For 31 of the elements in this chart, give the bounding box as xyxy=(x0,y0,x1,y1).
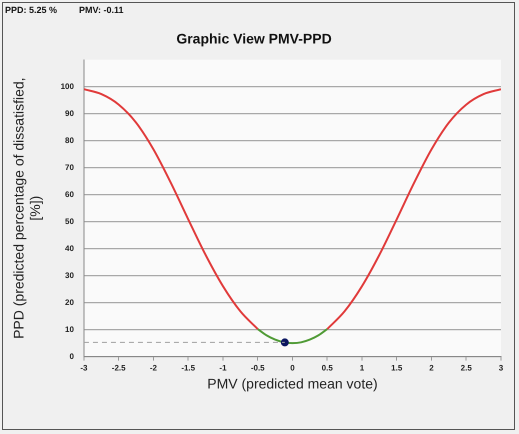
y-tick-label: 90 xyxy=(65,108,74,118)
x-tick-label: -2.5 xyxy=(112,364,126,373)
y-tick-label: 40 xyxy=(65,244,74,253)
y-tick-label: 0 xyxy=(69,352,74,361)
y-tick-label: 20 xyxy=(65,298,74,307)
x-tick-label: 1.5 xyxy=(391,364,403,373)
x-tick-label: 2.5 xyxy=(460,364,472,373)
x-axis-title: PMV (predicted mean vote) xyxy=(207,375,378,392)
y-tick-label: 30 xyxy=(65,270,74,280)
y-tick-label: 10 xyxy=(65,324,74,334)
text: PMV: -0.11 xyxy=(79,5,124,15)
x-tick-label: -1.5 xyxy=(181,364,196,373)
y-tick-label: 80 xyxy=(65,136,74,145)
y-tick-label: 100 xyxy=(60,82,74,91)
x-tick-label: 2 xyxy=(429,364,434,373)
y-tick-label: 60 xyxy=(65,190,74,199)
line-series xyxy=(326,88,501,330)
y-tick-label: 70 xyxy=(65,162,74,172)
chart-title: Graphic View PMV-PPD xyxy=(176,30,332,46)
line-series xyxy=(84,88,259,330)
x-tick-label: -3 xyxy=(80,364,88,373)
x-tick-label: -2 xyxy=(150,364,158,373)
y-axis-title: PPD (predicted percentage of dissatisfied, [%]) xyxy=(10,77,44,339)
x-tick-label: -0.5 xyxy=(250,364,266,373)
y-tick-label: 50 xyxy=(65,216,74,226)
x-tick-label: 3 xyxy=(498,364,504,373)
text: PPD: 5.25 % xyxy=(5,5,58,15)
x-tick-label: 0 xyxy=(290,364,296,373)
x-tick-label: 1 xyxy=(360,364,365,373)
x-tick-label: -1 xyxy=(219,364,228,373)
x-tick-label: 0.5 xyxy=(322,364,334,373)
